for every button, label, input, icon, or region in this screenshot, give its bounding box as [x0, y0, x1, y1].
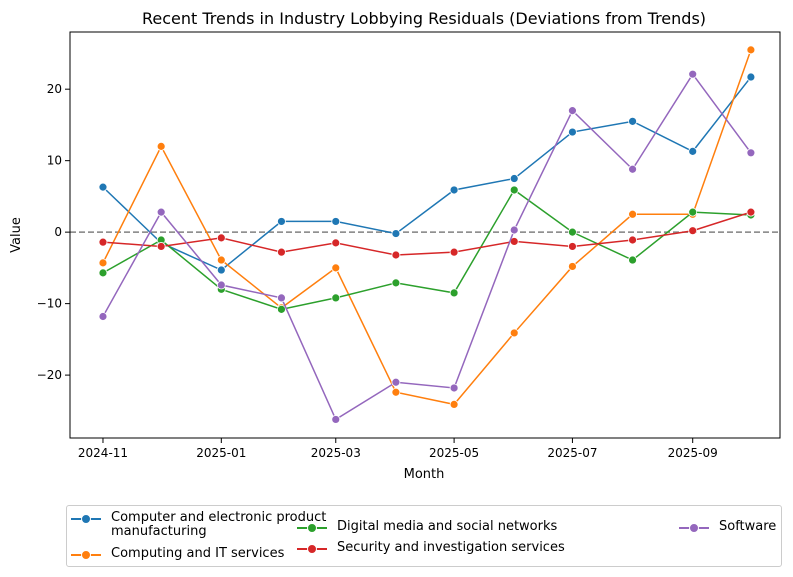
data-point — [509, 328, 519, 338]
x-tick-label: 2025-03 — [311, 446, 361, 460]
legend-item: Digital media and social networks — [295, 520, 557, 534]
chart-title: Recent Trends in Industry Lobbying Resid… — [142, 9, 706, 28]
series-line — [102, 72, 752, 421]
data-point — [449, 288, 459, 298]
data-point — [688, 146, 698, 156]
data-point — [391, 387, 401, 397]
legend-label: Security and investigation services — [337, 540, 565, 555]
data-point — [156, 141, 166, 151]
y-tick-label: −20 — [37, 368, 62, 382]
data-point — [509, 185, 519, 195]
data-point — [98, 258, 108, 268]
data-point — [628, 116, 637, 126]
data-point — [331, 263, 341, 273]
data-point — [98, 237, 108, 247]
y-tick-label: 10 — [47, 154, 62, 168]
data-point — [568, 227, 577, 237]
data-point — [331, 217, 341, 226]
y-tick-label: −10 — [37, 297, 62, 311]
data-point — [449, 185, 459, 195]
data-point — [746, 72, 756, 82]
plot-frame — [69, 31, 781, 439]
series-line — [102, 49, 752, 406]
x-tick-label: 2024-11 — [78, 446, 128, 460]
legend-item: Security and investigation services — [295, 541, 565, 555]
data-point — [277, 293, 286, 303]
legend-swatch — [295, 541, 329, 555]
data-point — [746, 45, 756, 55]
data-point — [746, 207, 756, 217]
y-axis-label: Value — [9, 217, 24, 253]
data-point — [628, 255, 637, 265]
data-point — [98, 268, 108, 278]
legend-item: Computing and IT services — [69, 547, 284, 561]
data-point — [216, 280, 226, 290]
data-point — [391, 229, 401, 238]
data-point — [391, 377, 401, 387]
x-tick-label: 2025-07 — [547, 446, 597, 460]
data-point — [568, 242, 577, 251]
legend-swatch — [69, 511, 103, 525]
data-point — [216, 255, 226, 265]
data-point — [568, 127, 577, 137]
x-tick-label: 2025-05 — [429, 446, 479, 460]
data-point — [277, 304, 286, 314]
legend-item: Software — [677, 520, 776, 534]
data-point — [331, 238, 341, 248]
data-point — [688, 207, 698, 217]
legend-label: Digital media and social networks — [337, 519, 558, 534]
data-point — [216, 265, 226, 275]
x-tick-label: 2025-01 — [196, 446, 246, 460]
series-line — [102, 188, 751, 311]
x-tick-label: 2025-09 — [668, 446, 718, 460]
data-point — [156, 242, 166, 251]
data-point — [98, 312, 108, 321]
y-tick-label: 0 — [54, 225, 62, 239]
data-point — [509, 174, 519, 183]
data-point — [509, 225, 519, 235]
data-point — [331, 293, 341, 303]
data-point — [568, 262, 577, 271]
legend-swatch — [295, 520, 329, 534]
data-point — [568, 106, 577, 116]
legend: Computer and electronic product manufact… — [66, 505, 782, 567]
series-line — [102, 211, 752, 256]
data-point — [688, 226, 698, 236]
line-chart: Recent Trends in Industry Lobbying Resid… — [9, 9, 781, 482]
data-point — [391, 278, 401, 288]
data-point — [688, 69, 698, 79]
legend-label: Computer and electronic product manufact… — [111, 510, 327, 539]
data-point — [628, 235, 637, 245]
legend-swatch — [677, 520, 711, 534]
data-point — [449, 247, 459, 257]
legend-label: Software — [719, 519, 777, 534]
y-tick-label: 20 — [47, 82, 62, 96]
data-point — [98, 182, 108, 192]
series-line — [102, 76, 752, 271]
data-point — [746, 148, 756, 158]
data-point — [156, 207, 166, 217]
data-point — [331, 415, 341, 424]
data-point — [628, 164, 637, 174]
data-point — [277, 247, 286, 257]
x-axis-label: Month — [404, 467, 445, 482]
data-point — [391, 250, 401, 260]
data-point — [277, 217, 286, 226]
data-point — [449, 400, 459, 409]
legend-swatch — [69, 547, 103, 561]
data-point — [216, 233, 226, 243]
legend-label: Computing and IT services — [111, 546, 285, 561]
data-point — [628, 209, 637, 219]
data-point — [449, 383, 459, 393]
legend-item: Computer and electronic product manufact… — [69, 511, 361, 539]
